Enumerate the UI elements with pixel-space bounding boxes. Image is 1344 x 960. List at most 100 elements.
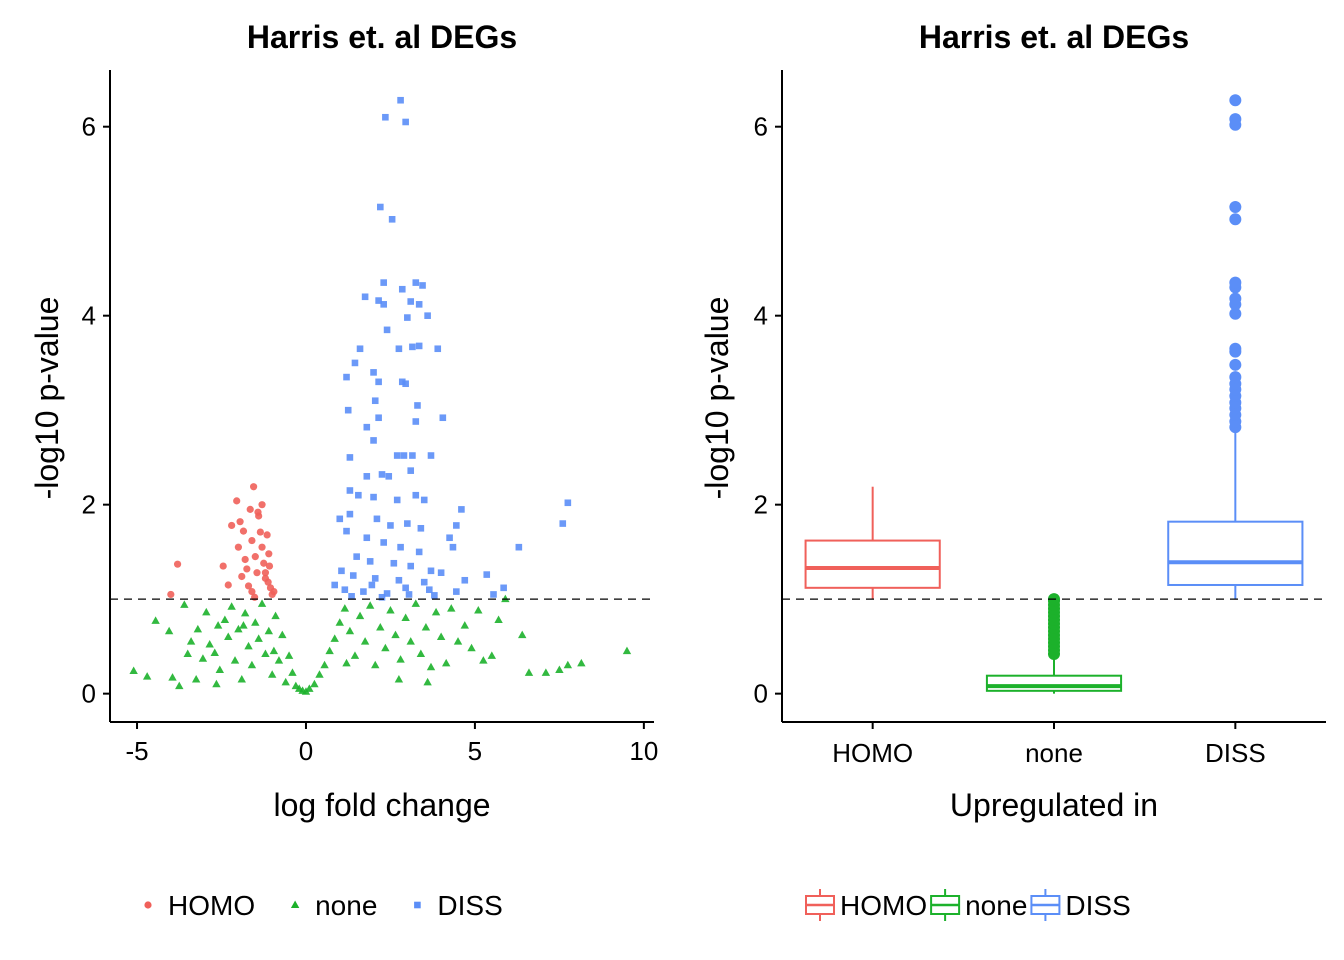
box-outlier-diss [1229,293,1241,305]
point-none [366,601,374,609]
point-diss [370,369,377,376]
point-diss [352,360,359,367]
point-none [396,655,404,663]
point-diss [379,471,386,478]
point-none [407,637,415,645]
point-diss [369,582,376,589]
point-diss [363,424,370,431]
point-diss [362,293,369,300]
point-homo [262,569,269,576]
point-none [518,631,526,639]
point-none [376,623,384,631]
point-none [442,659,450,667]
point-none [577,659,585,667]
box-outlier-diss [1229,359,1241,371]
point-diss [399,286,406,293]
point-none [412,599,420,607]
point-none [265,627,273,635]
point-none [248,661,256,669]
point-homo [236,518,243,525]
point-diss [370,437,377,444]
boxplot-area: 0 2 4 6 HOMO none DISS [754,70,1326,768]
point-diss [363,473,370,480]
box-outlier-diss [1229,343,1241,355]
box-homo [806,541,940,588]
point-diss [401,452,408,459]
point-none [241,609,249,617]
point-diss [380,301,387,308]
point-diss [375,414,382,421]
point-diss [500,585,507,592]
boxplot-y-axis-label: -log10 p-value [699,297,735,500]
box-outlier-diss [1229,277,1241,289]
boxplot-x-tick-label: none [1025,738,1083,768]
point-homo [252,553,259,560]
point-none [151,616,159,624]
point-none [212,680,220,688]
point-homo [265,579,272,586]
point-diss [404,520,411,527]
point-none [422,623,430,631]
scatter-y-tick-label: 2 [82,490,96,520]
point-diss [407,467,414,474]
scatter-title: Harris et. al DEGs [247,19,517,55]
scatter-y-axis-label: -log10 p-value [29,297,65,500]
point-none [386,606,394,614]
point-homo [247,506,254,513]
point-none [447,604,455,612]
legend-label-diss: DISS [437,890,502,921]
legend-box-key-none [931,889,959,921]
point-none [288,668,296,676]
legend-box-label-diss: DISS [1065,890,1130,921]
point-none [211,649,219,657]
point-diss [402,119,409,126]
point-diss [409,344,416,351]
point-diss [421,497,428,504]
scatter-x-axis-label: log fold change [273,787,490,823]
scatter-y-tick-label: 0 [82,679,96,709]
point-diss [419,282,426,289]
point-none [623,647,631,655]
point-none [346,627,354,635]
point-none [231,656,239,664]
point-none [454,637,462,645]
point-diss [458,506,465,513]
point-diss [412,492,419,499]
point-none [221,615,229,623]
point-none [268,670,276,678]
point-diss [394,452,401,459]
box-outlier-diss [1229,94,1241,106]
legend-box-key-diss [1031,889,1059,921]
point-none [254,634,262,642]
point-none [192,675,200,683]
point-none [488,651,496,659]
point-none [194,625,202,633]
box-none [987,676,1121,691]
point-homo [167,591,174,598]
point-homo [258,544,265,551]
scatter-x-tick-label: 0 [299,736,313,766]
point-none [320,661,328,669]
point-homo [174,561,181,568]
point-none [437,632,445,640]
box-outlier-diss [1229,113,1241,125]
point-diss [363,534,370,541]
point-none [467,644,475,652]
point-none [165,627,173,635]
point-diss [424,312,431,319]
boxplot-y-tick-label: 4 [754,301,768,331]
point-diss [357,345,364,352]
point-none [341,604,349,612]
point-diss [347,454,354,461]
point-diss [374,516,381,523]
point-diss [372,575,379,582]
point-diss [336,516,343,523]
point-diss [402,585,409,592]
point-none [423,678,431,686]
point-diss [375,379,382,386]
point-none [336,618,344,626]
point-homo [220,562,227,569]
point-diss [343,528,350,535]
point-none [564,661,572,669]
